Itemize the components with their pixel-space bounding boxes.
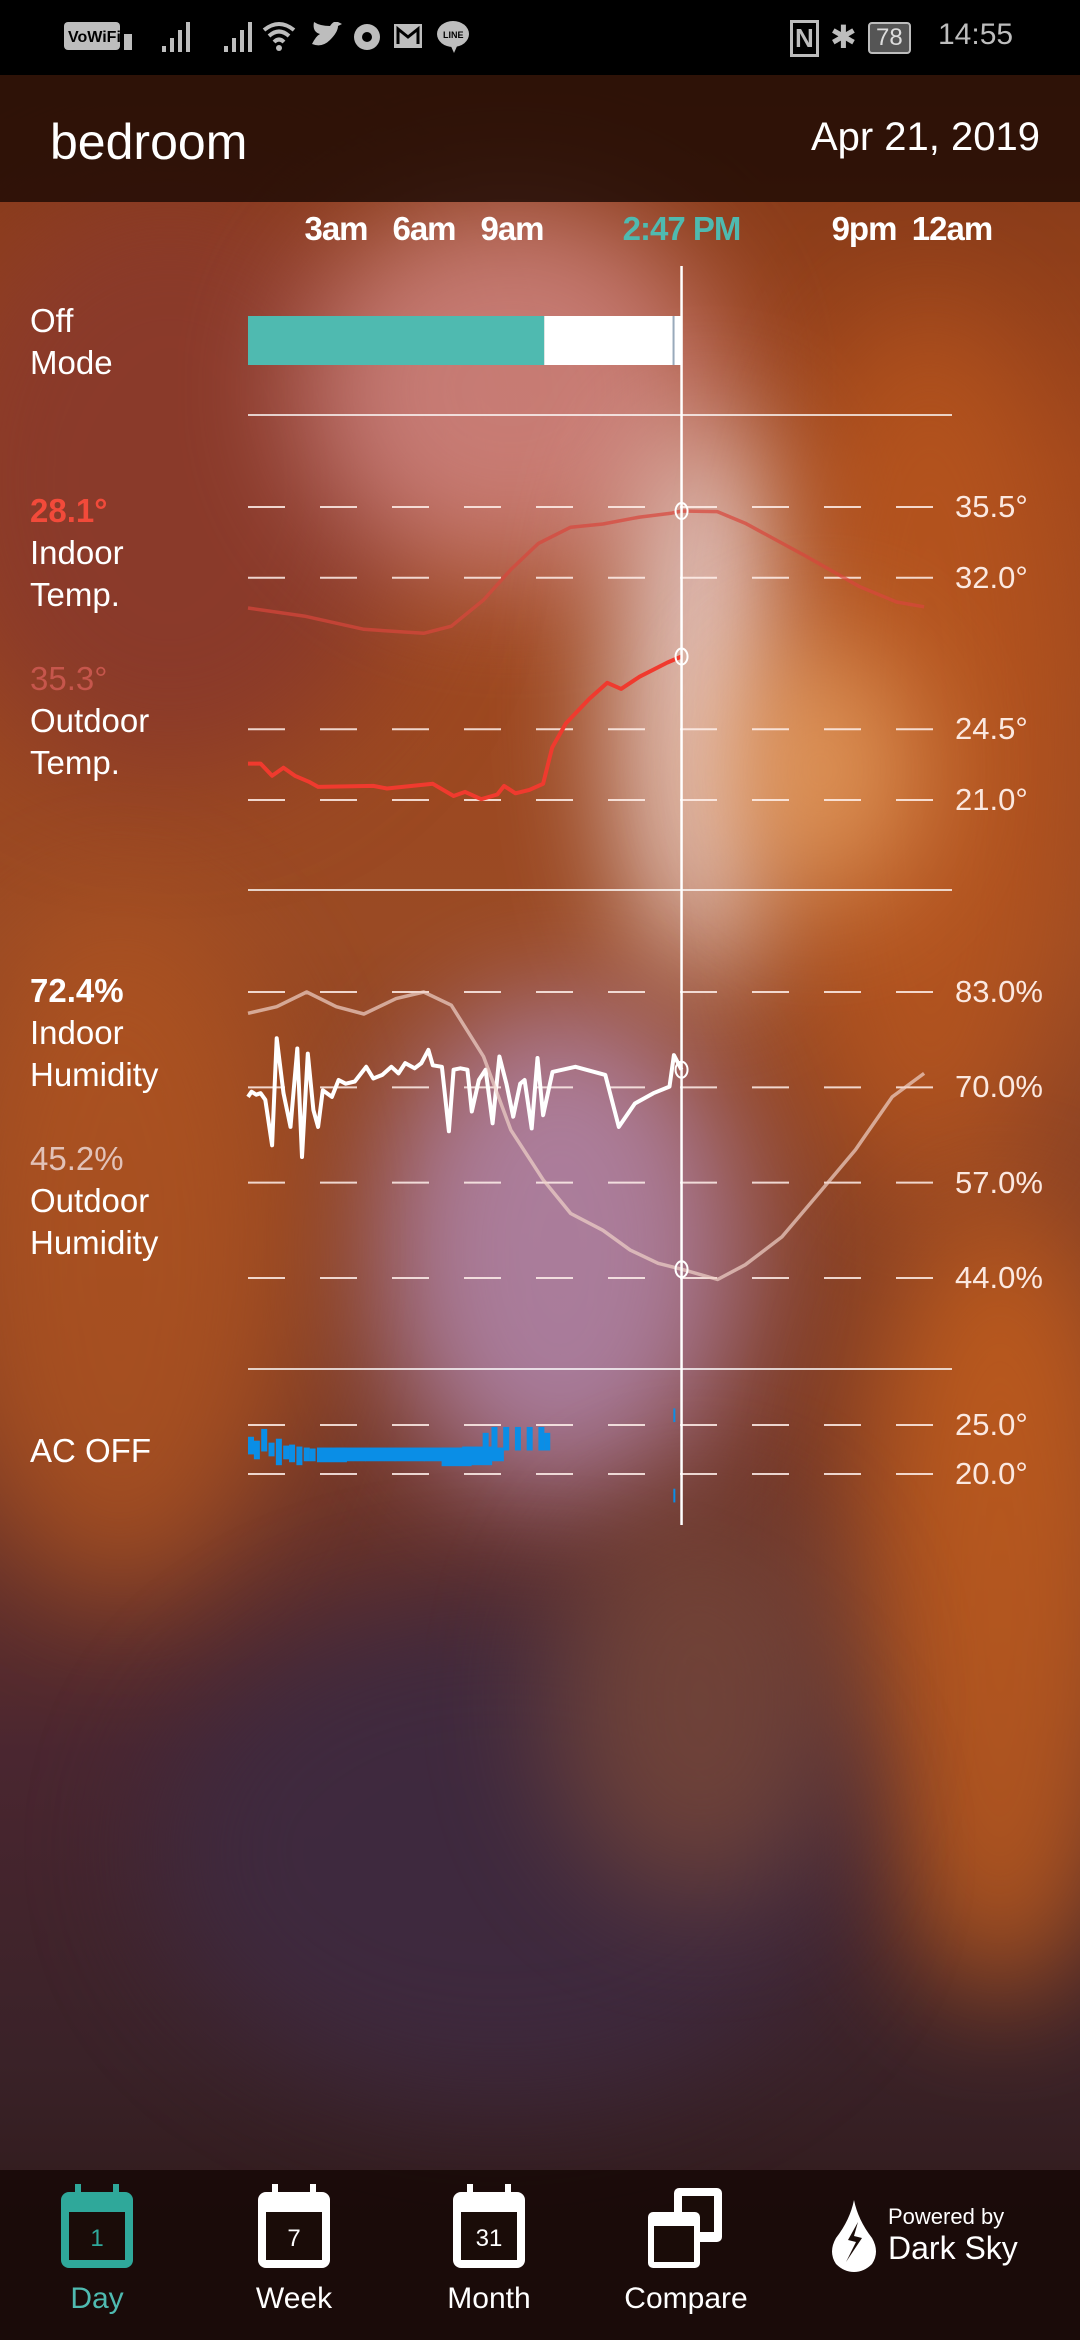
indoor-humidity-line (246, 1036, 684, 1159)
mode-segment (544, 316, 682, 365)
ac-reading-bar (283, 1445, 290, 1460)
date-selector[interactable]: Apr 21, 2019 (810, 115, 1040, 159)
time-label: 6am (392, 210, 456, 247)
outdoor-humidity-label: Outdoor Humidity (30, 1182, 159, 1261)
vowifi-icon: VoWiFi (64, 22, 132, 50)
temp-tick-label: 21.0° (955, 782, 1028, 817)
nav-compare[interactable]: Compare (606, 2184, 766, 2316)
bluetooth-icon: ✱ (830, 19, 857, 55)
wifi-icon (262, 22, 296, 51)
ac-reading-bar (296, 1446, 303, 1466)
room-title[interactable]: bedroom (50, 114, 248, 170)
time-label: 9pm (831, 210, 898, 247)
ac-reading-bar (248, 1436, 254, 1455)
ac-reading-bar (365, 1447, 396, 1462)
ac-reading-bar (544, 1432, 551, 1451)
line-icon: LINE (437, 21, 469, 53)
svg-text:1: 1 (90, 2225, 103, 2252)
time-label: 2:47 PM (622, 210, 742, 247)
calendar-day-icon: 1 (61, 2184, 133, 2268)
humidity-tick-label: 83.0% (955, 974, 1043, 1009)
twitter-icon (312, 22, 342, 46)
bottom-nav: 1 Day 7 Week 31 Month Compare Powered by… (0, 2170, 1080, 2340)
dark-sky-attribution[interactable]: Powered by Dark Sky (828, 2200, 1038, 2300)
ac-reading-bar (275, 1438, 282, 1466)
ac-reading-bar (673, 1488, 676, 1503)
nav-label: Day (70, 2282, 124, 2315)
ac-reading-bar (309, 1448, 316, 1462)
outdoor-temp-value: 35.3° (30, 660, 108, 697)
ac-tick-label: 25.0° (955, 1407, 1028, 1442)
signal-icon (162, 22, 190, 52)
time-label: 3am (304, 210, 368, 247)
ac-reading-bar (473, 1447, 504, 1462)
gmail-icon (394, 24, 422, 48)
nfc-icon: N (790, 20, 819, 57)
mode-marker (672, 316, 675, 365)
compare-calendars-icon (648, 2188, 722, 2268)
svg-text:7: 7 (287, 2225, 300, 2252)
humidity-tick-label: 70.0% (955, 1069, 1043, 1104)
indoor-temp-label: Indoor Temp. (30, 534, 124, 613)
calendar-week-icon: 7 (258, 2184, 330, 2268)
ac-reading-bar (491, 1426, 498, 1451)
clock: 14:55 (938, 18, 1014, 51)
ac-reading-bar (336, 1447, 366, 1462)
ac-reading-bar (482, 1432, 489, 1451)
mode-segment (248, 316, 545, 365)
svg-text:VoWiFi: VoWiFi (68, 29, 121, 46)
indoor-temp-line (248, 654, 683, 802)
calendar-month-icon: 31 (453, 2184, 525, 2268)
ac-reading-bar (538, 1426, 545, 1451)
nav-month[interactable]: 31 Month (409, 2184, 569, 2316)
ac-reading-bar (526, 1426, 533, 1451)
ac-reading-bar (514, 1426, 521, 1451)
chrome-icon (354, 24, 380, 50)
ac-reading-bar (673, 1408, 676, 1423)
temp-tick-label: 24.5° (955, 711, 1028, 746)
nav-label: Week (255, 2282, 333, 2315)
mode-label: Mode (30, 344, 113, 381)
status-bar: VoWiFi LINE N ✱ 78 14:55 (0, 0, 1080, 75)
indoor-temp-value: 28.1° (30, 492, 108, 529)
ac-tick-label: 20.0° (955, 1456, 1028, 1491)
dark-sky-brand: Dark Sky (888, 2230, 1018, 2266)
svg-text:31: 31 (476, 2225, 503, 2252)
signal-icon (224, 22, 252, 52)
indoor-humidity-value: 72.4% (30, 972, 124, 1009)
mode-state: Off (30, 302, 74, 339)
ac-status-label: AC OFF (30, 1432, 151, 1469)
header: bedroom Apr 21, 2019 (0, 75, 1080, 202)
ac-reading-bar (289, 1444, 296, 1463)
nav-week[interactable]: 7 Week (214, 2184, 374, 2316)
temp-tick-label: 32.0° (955, 560, 1028, 595)
humidity-tick-label: 57.0% (955, 1165, 1043, 1200)
ac-reading-bar (253, 1440, 260, 1460)
time-label: 12am (911, 210, 993, 247)
outdoor-temp-line (247, 509, 925, 636)
humidity-tick-label: 44.0% (955, 1260, 1043, 1295)
nav-label: Compare (624, 2282, 748, 2315)
ac-reading-bar (503, 1426, 510, 1451)
nav-label: Month (447, 2282, 531, 2315)
nav-day[interactable]: 1 Day (17, 2184, 177, 2316)
battery-indicator: 78 (868, 22, 911, 54)
ac-reading-bar (394, 1447, 425, 1462)
ac-reading-bar (261, 1428, 268, 1452)
time-label: 9am (480, 210, 544, 247)
ac-reading-bar (268, 1442, 275, 1457)
dark-sky-logo-icon (832, 2200, 876, 2272)
indoor-humidity-label: Indoor Humidity (30, 1014, 159, 1093)
powered-by-text: Powered by (888, 2204, 1005, 2229)
ac-reading-bar (303, 1447, 310, 1462)
svg-text:LINE: LINE (443, 30, 464, 40)
outdoor-humidity-line (247, 990, 926, 1282)
outdoor-temp-label: Outdoor Temp. (30, 702, 150, 781)
outdoor-humidity-value: 45.2% (30, 1140, 124, 1177)
temp-tick-label: 35.5° (955, 489, 1028, 524)
